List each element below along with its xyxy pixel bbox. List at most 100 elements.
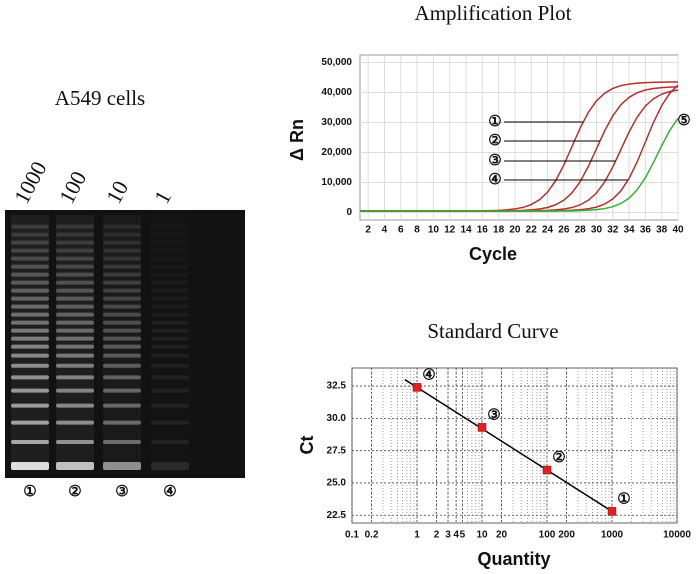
gel-band <box>56 320 94 325</box>
x-tick-label: 28 <box>575 225 587 236</box>
x-axis-title: Cycle <box>469 244 517 264</box>
y-axis-title: Ct <box>297 436 317 455</box>
y-axis-title: Δ Rn <box>287 119 307 161</box>
gel-band <box>151 375 189 380</box>
gel-band <box>151 363 189 368</box>
gel-band <box>11 420 49 425</box>
x-tick-label: 10 <box>428 225 440 236</box>
x-tick-label: 1 <box>414 530 420 541</box>
gel-band <box>11 280 49 285</box>
point-label: ④ <box>422 366 435 383</box>
x-tick-label: 10000 <box>663 530 691 541</box>
gel-band <box>103 256 141 261</box>
gel-band <box>11 462 49 470</box>
gel-band <box>103 248 141 253</box>
gel-band <box>151 296 189 301</box>
x-tick-label: 12 <box>444 225 456 236</box>
gel-band <box>11 353 49 358</box>
x-tick-label: 34 <box>624 225 636 236</box>
x-tick-label: 20 <box>496 530 508 541</box>
series-label: ⑤ <box>677 112 690 129</box>
gel-band <box>151 289 189 293</box>
gel-band <box>103 232 141 237</box>
y-tick-label: 30.0 <box>327 413 347 424</box>
gel-band <box>56 375 94 380</box>
gel-band <box>11 296 49 301</box>
x-tick-label: 22 <box>526 225 538 236</box>
gel-band <box>103 363 141 368</box>
gel-band <box>56 240 94 245</box>
gel-band <box>103 320 141 325</box>
gel-band <box>11 403 49 408</box>
gel-band <box>151 320 189 325</box>
x-axis-title: Quantity <box>477 549 550 569</box>
gel-band <box>103 296 141 301</box>
gel-band <box>103 353 141 358</box>
gel-band <box>103 336 141 341</box>
x-tick-label: 40 <box>672 225 684 236</box>
x-tick-label: 0.2 <box>365 530 379 541</box>
gel-band <box>11 312 49 317</box>
data-point <box>542 465 552 475</box>
gel-band <box>11 256 49 261</box>
gel-band <box>56 224 94 229</box>
gel-band <box>103 288 141 293</box>
gel-band <box>56 440 94 444</box>
gel-band <box>11 363 49 368</box>
gel-band <box>151 273 189 277</box>
x-tick-label: 5 <box>460 530 466 541</box>
gel-band <box>103 304 141 309</box>
gel-band <box>103 388 141 393</box>
gel-title: A549 cells <box>55 86 145 110</box>
gel-band <box>56 462 94 470</box>
lane-smear <box>56 215 94 470</box>
gel-band <box>103 462 141 470</box>
gel-band <box>11 320 49 325</box>
gel-band <box>151 336 189 341</box>
gel-band <box>103 280 141 285</box>
gel-band <box>151 233 189 237</box>
gel-band <box>11 440 49 444</box>
gel-band <box>56 420 94 425</box>
gel-band <box>151 241 189 245</box>
lane-marker: ③ <box>115 483 128 500</box>
gel-band <box>151 257 189 261</box>
chart-title: Standard Curve <box>427 319 558 343</box>
gel-band <box>151 353 189 358</box>
gel-band <box>11 288 49 293</box>
lane-label: 100 <box>54 167 92 208</box>
lane-marker: ② <box>68 483 81 500</box>
gel-band <box>11 388 49 393</box>
gel-band <box>103 403 141 408</box>
gel-band <box>151 265 189 269</box>
lane-label: 10 <box>101 177 133 208</box>
y-tick-label: 40,000 <box>321 87 352 98</box>
gel-band <box>151 440 189 444</box>
chart-title: Amplification Plot <box>415 1 572 25</box>
y-tick-label: 27.5 <box>327 445 347 456</box>
gel-band <box>56 280 94 285</box>
gel-band <box>11 344 49 349</box>
y-tick-label: 10,000 <box>321 177 352 188</box>
x-tick-label: 2 <box>365 225 371 236</box>
x-tick-label: 10 <box>476 530 488 541</box>
gel-band <box>11 336 49 341</box>
x-tick-label: 1000 <box>601 530 624 541</box>
gel-band <box>151 462 189 470</box>
gel-band <box>11 328 49 333</box>
gel-band <box>151 281 189 285</box>
gel-band <box>56 296 94 301</box>
gel-band <box>103 240 141 245</box>
gel-band <box>151 388 189 393</box>
x-tick-label: 14 <box>460 225 472 236</box>
lane-smear <box>11 215 49 470</box>
gel-image <box>5 210 245 478</box>
point-label: ③ <box>487 406 500 423</box>
x-tick-label: 4 <box>453 530 459 541</box>
gel-band <box>103 344 141 349</box>
gel-band <box>11 240 49 245</box>
x-tick-label: 0.1 <box>345 530 359 541</box>
plot-area <box>359 54 679 221</box>
gel-band <box>103 328 141 333</box>
